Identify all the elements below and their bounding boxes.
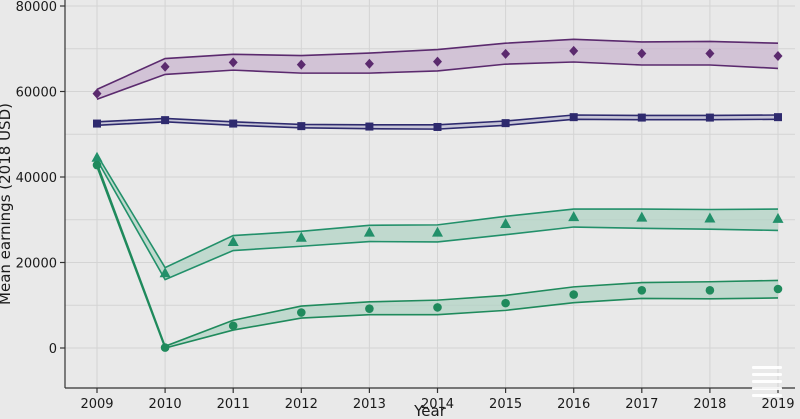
triangle-marker [500,218,512,229]
square-marker [774,113,782,122]
square-marker [433,122,442,131]
square-marker [365,122,374,131]
confidence-band [97,39,778,100]
circle-marker [92,160,102,170]
x-tick-label: 2017 [625,397,658,412]
triangle-marker [704,212,716,223]
band-upper-line [96,163,779,348]
x-tick-label: 2013 [353,397,386,412]
diamond-marker [637,48,647,59]
diamond-marker [296,59,306,70]
x-tick-label: 2011 [217,397,250,412]
triangle-marker [295,231,307,242]
square-marker [161,116,170,125]
triangle-marker [432,226,443,237]
triangle-marker [159,267,171,278]
diamond-marker [569,45,579,56]
square-marker [637,113,646,122]
triangle-marker [91,151,103,162]
triangle-marker [636,211,648,222]
axes [64,0,795,389]
y-tick-label: 60000 [16,86,57,101]
band-lower-line [96,61,779,100]
x-tick-label: 2018 [693,397,726,412]
triangle-marker [568,211,580,222]
circle-marker [637,285,647,295]
circle-marker [705,285,715,295]
y-tick-label: 40000 [16,171,57,186]
x-tick-label: 2015 [489,397,522,412]
circle-marker [228,321,238,331]
y-tick-label: 80000 [16,0,57,15]
diamond-marker [501,48,511,59]
tick-labels: 0 20000 40000 60000 80000 2009 2010 2011 2012 201… [16,0,795,412]
x-tick-label: 2009 [80,397,113,412]
triangle-marker [227,235,239,246]
diamond-marker [228,57,238,68]
square-marker [569,113,578,122]
circle-marker [569,290,578,299]
y-axis-title: Mean earnings (2018 USD) [0,103,14,305]
band-lower-line [96,166,779,349]
diamond-marker [773,51,783,62]
series-markers [91,45,784,352]
square-marker [229,119,238,128]
circle-marker [160,343,170,352]
x-tick-label: 2010 [149,397,182,412]
circle-marker [433,303,442,312]
y-tick-label: 20000 [16,257,57,272]
circle-marker [501,298,510,308]
circle-marker [773,284,783,294]
x-tick-label: 2019 [761,397,794,412]
x-tick-label: 2014 [421,397,454,412]
square-marker [501,119,510,128]
x-tick-label: 2016 [557,397,590,412]
square-marker [93,119,101,128]
triangle-marker [363,226,375,237]
diamond-marker [160,61,170,72]
band-upper-line [96,154,779,269]
band-upper-line [96,38,779,91]
x-tick-label: 2012 [285,397,318,412]
diamond-marker [705,48,715,59]
confidence-band [97,115,778,130]
circle-marker [365,304,374,313]
square-marker [297,122,306,131]
band-lower-line [96,159,779,281]
stacked-lines-icon [752,366,782,406]
circle-marker [297,308,306,317]
diamond-marker [364,58,374,69]
diamond-marker [92,88,102,99]
square-marker [705,113,714,122]
x-axis-title: Year [413,402,447,419]
triangle-marker [772,212,784,223]
diamond-marker [433,56,442,67]
y-tick-label: 0 [49,342,57,357]
